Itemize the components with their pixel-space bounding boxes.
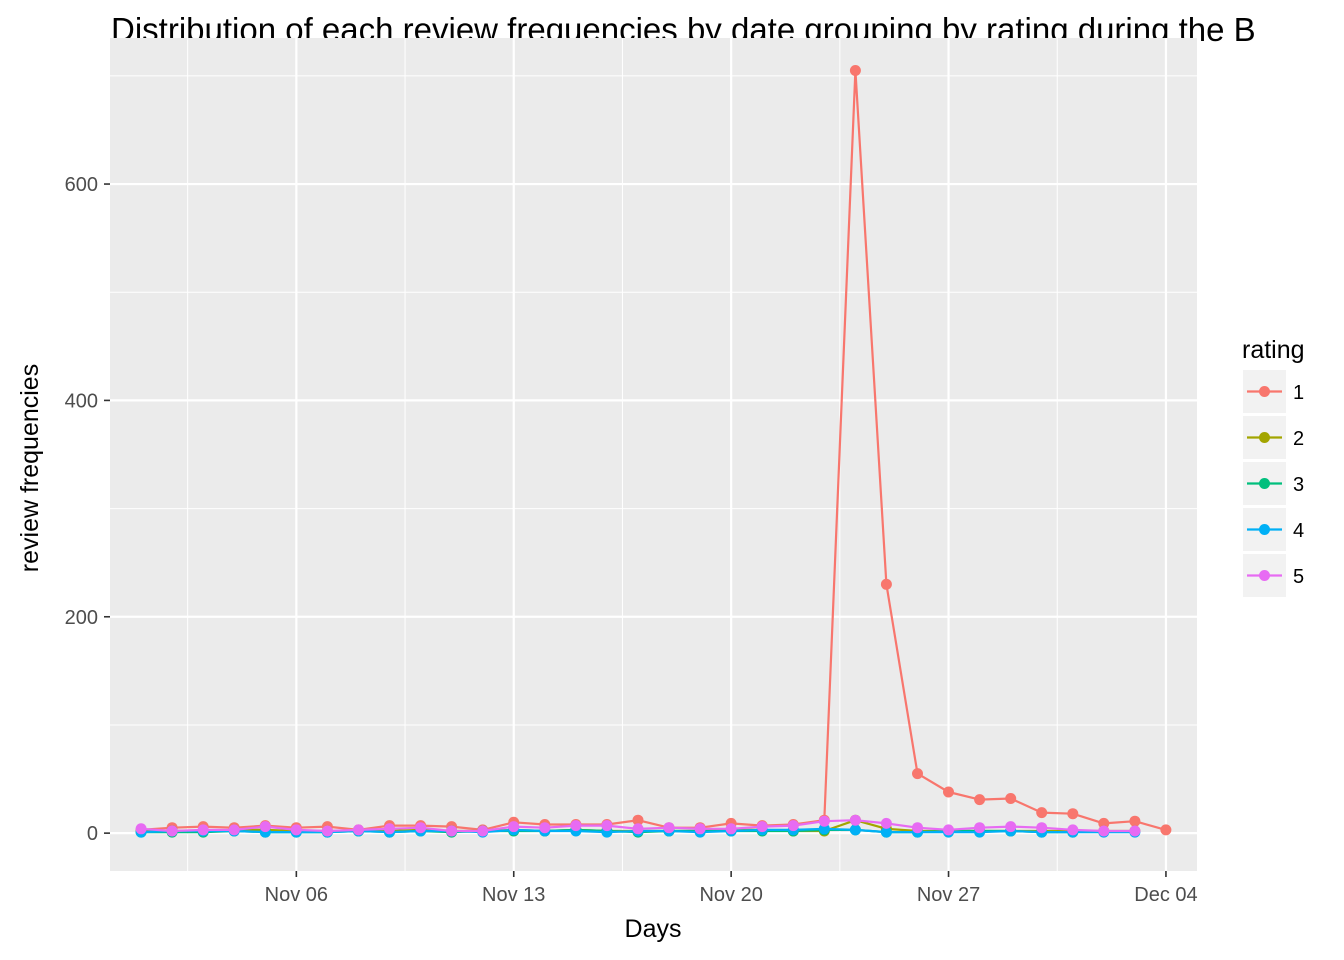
- y-tick-label: 400: [65, 390, 98, 412]
- y-tick-label: 600: [65, 174, 98, 196]
- x-tick-label: Nov 27: [917, 884, 980, 906]
- x-tick-label: Nov 06: [265, 884, 328, 906]
- data-point: [912, 822, 923, 834]
- data-point: [290, 824, 302, 836]
- data-point: [321, 825, 333, 837]
- legend-label: 3: [1293, 474, 1304, 496]
- series-5: [135, 814, 1141, 837]
- data-point: [849, 824, 861, 836]
- legend-item-3: 3: [1243, 462, 1304, 505]
- data-point: [539, 822, 551, 834]
- data-point: [974, 822, 986, 834]
- data-point: [1005, 821, 1017, 833]
- data-point: [384, 823, 395, 835]
- data-point: [849, 814, 861, 826]
- data-point: [849, 65, 861, 76]
- data-point: [880, 817, 892, 829]
- data-point: [1067, 808, 1079, 820]
- legend-key-point: [1259, 570, 1270, 581]
- legend-item-4: 4: [1243, 508, 1304, 551]
- legend-key-point: [1259, 432, 1270, 443]
- data-point: [1036, 807, 1048, 819]
- data-point: [1067, 824, 1079, 836]
- data-point: [570, 820, 582, 832]
- x-tick-label: Dec 04: [1134, 884, 1197, 906]
- legend-label: 2: [1293, 428, 1304, 450]
- data-point: [259, 821, 271, 833]
- legend-key-point: [1259, 386, 1270, 397]
- x-tick-label: Nov 20: [699, 884, 762, 906]
- series-layer: [135, 65, 1172, 838]
- data-point: [1129, 825, 1141, 837]
- data-point: [787, 820, 799, 832]
- data-point: [166, 825, 178, 837]
- data-point: [228, 824, 240, 836]
- legend-key-point: [1259, 524, 1270, 535]
- data-point: [197, 824, 209, 836]
- grid: [110, 38, 1197, 871]
- data-point: [415, 822, 427, 834]
- axes: 0 200 400 600 Nov 06 Nov 13 Nov 20 Nov 27 Dec 04: [65, 174, 1198, 906]
- data-point: [880, 826, 892, 838]
- data-point: [943, 786, 954, 798]
- legend-label: 1: [1293, 382, 1304, 404]
- legend-title: rating: [1242, 336, 1305, 364]
- data-point: [1098, 825, 1110, 837]
- legend-key-point: [1259, 478, 1270, 489]
- data-point: [1036, 822, 1048, 834]
- data-point: [446, 825, 458, 837]
- data-point: [974, 794, 986, 806]
- data-point: [135, 823, 147, 835]
- data-point: [880, 578, 892, 590]
- legend-item-5: 5: [1243, 554, 1304, 597]
- legend-item-1: 1: [1243, 370, 1304, 413]
- data-point: [725, 823, 737, 835]
- data-point: [632, 823, 644, 835]
- data-point: [1098, 817, 1110, 829]
- data-point: [818, 823, 830, 835]
- data-point: [756, 821, 768, 833]
- legend-item-2: 2: [1243, 416, 1304, 459]
- data-point: [818, 815, 830, 827]
- data-point: [912, 768, 923, 780]
- plot-panel: [110, 38, 1197, 871]
- legend-label: 4: [1293, 520, 1304, 542]
- data-point: [632, 814, 644, 826]
- data-point: [694, 823, 706, 835]
- data-point: [353, 824, 364, 836]
- data-point: [1005, 793, 1017, 804]
- data-point: [1160, 824, 1172, 836]
- x-tick-label: Nov 13: [482, 884, 545, 906]
- data-point: [943, 824, 954, 836]
- legend-label: 5: [1293, 566, 1304, 588]
- legend: rating 1 2 3 4 5: [1242, 336, 1305, 597]
- data-point: [663, 822, 675, 834]
- y-tick-label: 0: [87, 823, 98, 845]
- data-point: [1129, 815, 1141, 827]
- y-axis-title: review frequencies: [16, 364, 44, 572]
- y-tick-label: 200: [65, 607, 98, 629]
- data-point: [477, 825, 489, 837]
- data-point: [508, 821, 520, 833]
- x-axis-title: Days: [625, 915, 682, 943]
- series-line-1: [141, 69, 1167, 832]
- data-point: [601, 820, 613, 832]
